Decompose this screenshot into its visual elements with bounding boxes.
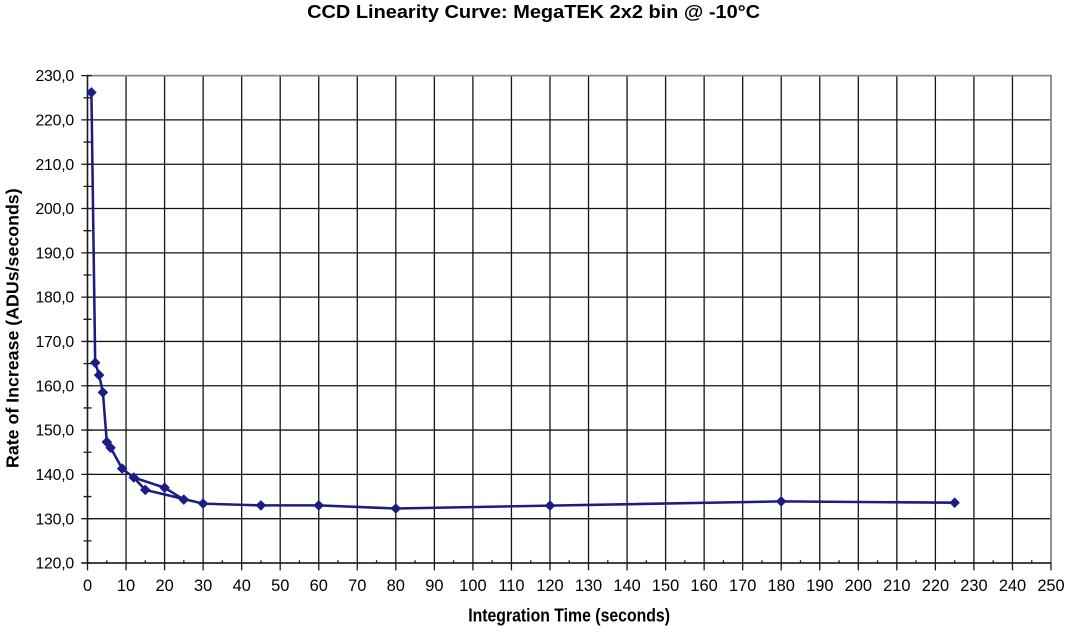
svg-text:210: 210	[883, 577, 910, 595]
svg-text:130,0: 130,0	[35, 511, 74, 528]
svg-text:200,0: 200,0	[35, 201, 74, 218]
svg-text:Integration Time (seconds): Integration Time (seconds)	[468, 606, 670, 626]
svg-text:0: 0	[83, 577, 92, 595]
svg-text:90: 90	[425, 577, 443, 595]
svg-text:180,0: 180,0	[35, 290, 74, 307]
svg-text:140: 140	[613, 577, 640, 595]
svg-text:50: 50	[271, 577, 289, 595]
svg-text:190,0: 190,0	[35, 245, 74, 262]
svg-text:60: 60	[310, 577, 328, 595]
svg-text:160,0: 160,0	[35, 378, 74, 395]
svg-text:150: 150	[652, 577, 679, 595]
svg-text:210,0: 210,0	[35, 157, 74, 174]
svg-text:110: 110	[498, 577, 524, 595]
svg-text:180: 180	[768, 577, 795, 595]
svg-text:CCD Linearity Curve: MegaTEK 2: CCD Linearity Curve: MegaTEK 2x2 bin @ -…	[307, 1, 760, 22]
svg-text:250: 250	[1037, 577, 1064, 595]
svg-text:140,0: 140,0	[35, 467, 74, 484]
svg-text:220: 220	[922, 577, 949, 595]
svg-text:Rate of Increase (ADUs/seconds: Rate of Increase (ADUs/seconds)	[3, 188, 23, 468]
svg-text:170,0: 170,0	[35, 334, 74, 351]
svg-text:230,0: 230,0	[35, 68, 74, 85]
svg-text:10: 10	[117, 577, 135, 595]
svg-text:170: 170	[729, 577, 756, 595]
svg-text:120: 120	[536, 577, 563, 595]
svg-text:130: 130	[575, 577, 602, 595]
svg-text:100: 100	[459, 577, 486, 595]
svg-text:220,0: 220,0	[35, 113, 74, 130]
svg-text:190: 190	[806, 577, 833, 595]
svg-text:40: 40	[233, 577, 251, 595]
svg-text:150,0: 150,0	[35, 423, 74, 440]
svg-text:120,0: 120,0	[35, 556, 74, 573]
svg-text:240: 240	[999, 577, 1026, 595]
svg-text:200: 200	[845, 577, 872, 595]
svg-text:20: 20	[155, 577, 173, 595]
svg-text:80: 80	[387, 577, 405, 595]
svg-text:160: 160	[690, 577, 717, 595]
svg-text:70: 70	[348, 577, 366, 595]
svg-text:230: 230	[960, 577, 987, 595]
svg-text:30: 30	[194, 577, 212, 595]
